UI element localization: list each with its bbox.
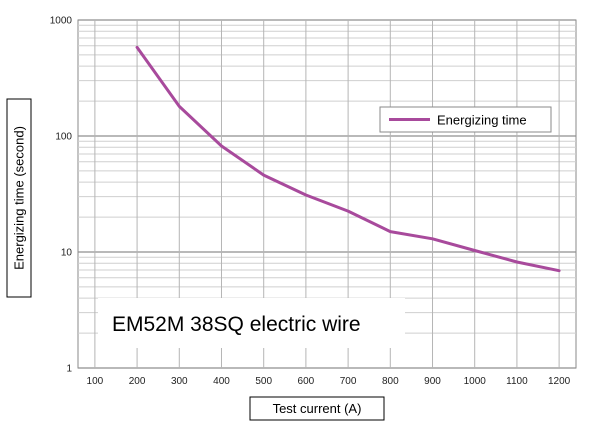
- x-tick-label: 1200: [548, 376, 571, 387]
- x-axis-label-box: [249, 396, 385, 421]
- x-axis-label: Test current (A): [273, 401, 362, 416]
- series-line-energizing-time: [135, 45, 561, 273]
- y-axis-label-box: [6, 98, 32, 298]
- y-tick-label: 100: [55, 132, 72, 143]
- x-tick-label: 600: [298, 376, 315, 387]
- annotation: EM52M 38SQ electric wire: [98, 298, 405, 348]
- y-axis-label-group: Energizing time (second): [6, 98, 32, 298]
- y-axis-label: Energizing time (second): [12, 126, 27, 270]
- y-tick-label: 1: [66, 364, 72, 375]
- x-tick-label: 800: [382, 376, 399, 387]
- x-axis-label-group: Test current (A): [249, 396, 385, 421]
- y-tick-label: 1000: [50, 16, 73, 27]
- x-tick-label: 500: [255, 376, 272, 387]
- x-tick-label: 200: [129, 376, 146, 387]
- x-tick-label: 300: [171, 376, 188, 387]
- legend-label: Energizing time: [437, 113, 527, 128]
- x-tick-label: 100: [87, 376, 104, 387]
- x-tick-label: 400: [213, 376, 230, 387]
- y-tick-label: 10: [61, 248, 73, 259]
- x-tick-label: 700: [340, 376, 357, 387]
- legend: Energizing time: [379, 106, 552, 133]
- x-axis-tick-labels: 100 200 300 400 500 600 700 800 900 1000 1100 1200: [87, 376, 571, 387]
- x-tick-label: 1000: [464, 376, 487, 387]
- x-tick-label: 900: [424, 376, 441, 387]
- x-tick-label: 1100: [506, 376, 528, 387]
- annotation-text: EM52M 38SQ electric wire: [112, 313, 361, 336]
- annotation-box: [98, 298, 405, 348]
- y-axis-tick-labels: 1 10 100 1000: [50, 16, 73, 375]
